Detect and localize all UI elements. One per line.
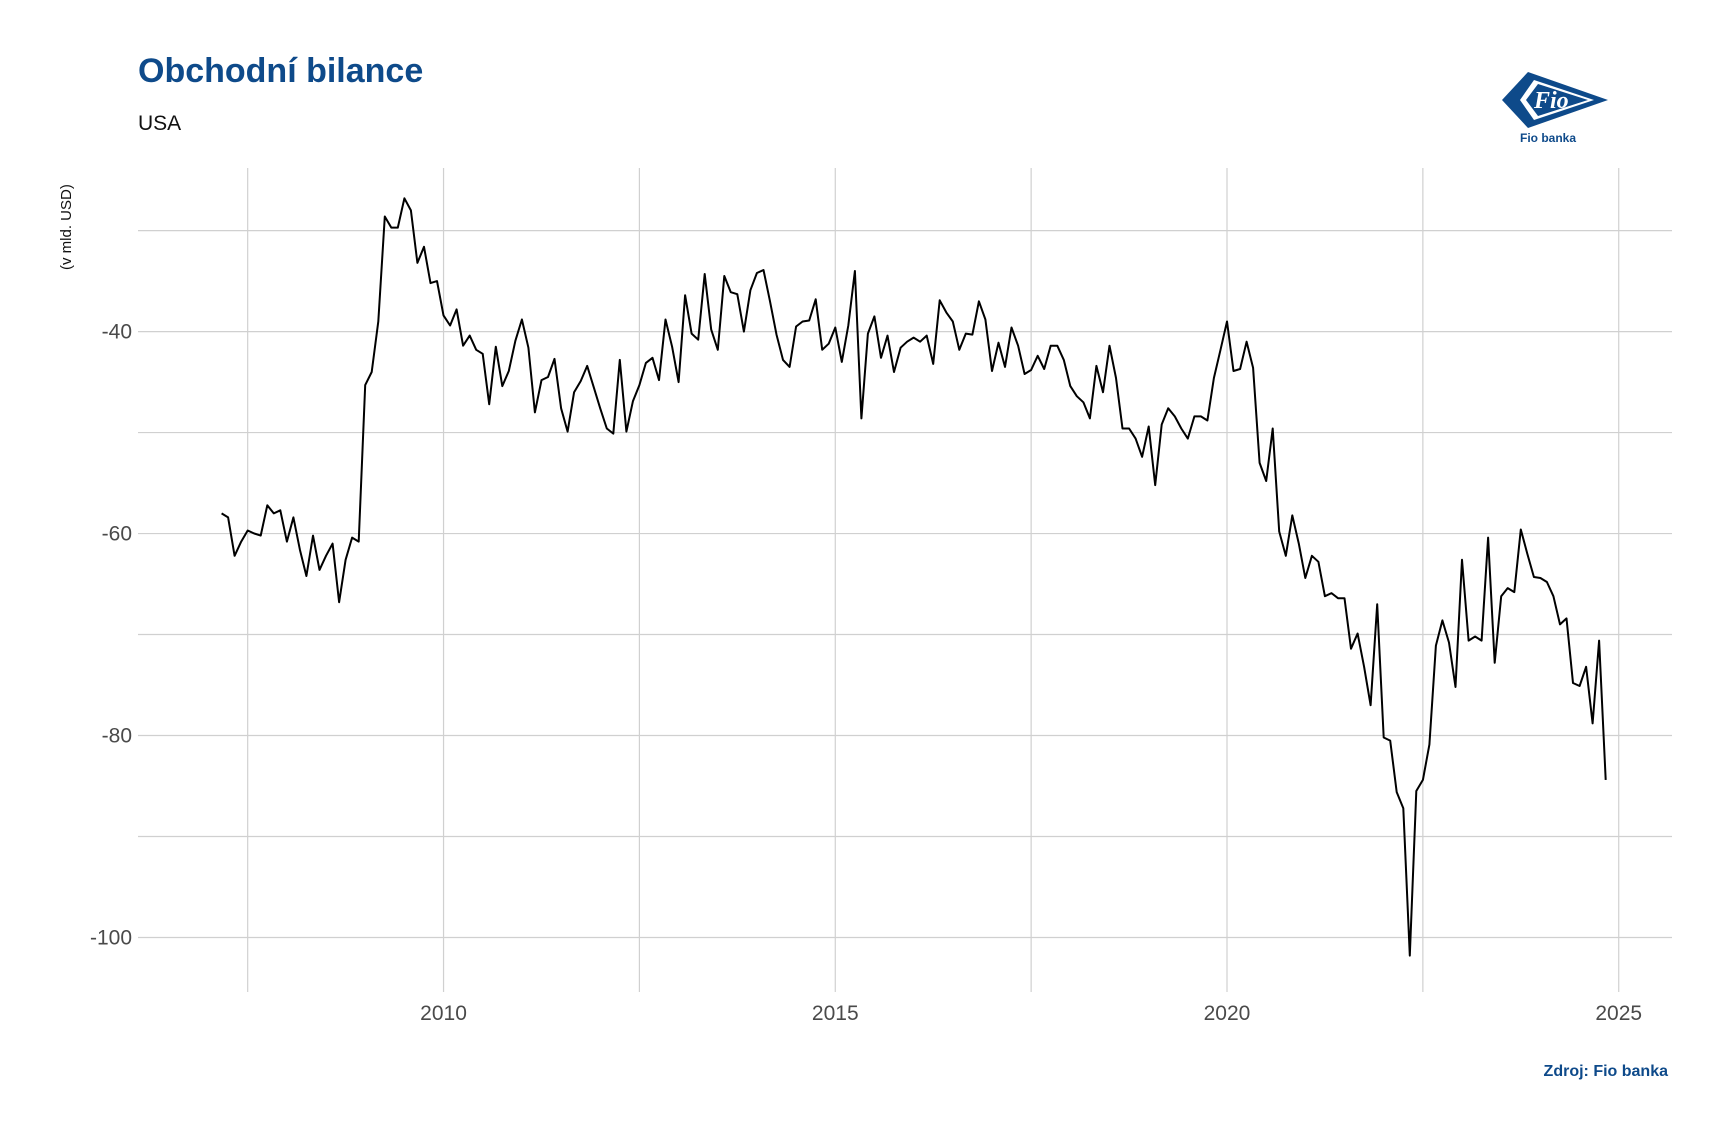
logo-kite-core — [1526, 84, 1588, 116]
grid-layer — [138, 168, 1672, 992]
trade-balance-chart: 2010 2015 2020 2025 -40 -60 -80 -100 — [90, 168, 1672, 1025]
fio-logo: Fio — [1502, 72, 1608, 128]
y-tick-label: -80 — [102, 725, 132, 748]
logo-caption: Fio banka — [1520, 131, 1577, 145]
tick-layer: 2010 2015 2020 2025 -40 -60 -80 -100 — [90, 321, 1642, 1025]
series-line-trade-balance — [221, 197, 1607, 957]
y-tick-label: -40 — [102, 321, 132, 344]
source-note: Zdroj: Fio banka — [1543, 1063, 1668, 1080]
page-subtitle: USA — [138, 112, 182, 135]
x-tick-label: 2025 — [1595, 1002, 1642, 1025]
y-tick-label: -60 — [102, 523, 132, 546]
x-tick-label: 2015 — [812, 1002, 859, 1025]
logo-mark-text: Fio — [1533, 88, 1569, 114]
x-tick-label: 2020 — [1204, 1002, 1251, 1025]
x-tick-label: 2010 — [420, 1002, 467, 1025]
y-tick-label: -100 — [90, 926, 132, 949]
page-title: Obchodní bilance — [138, 52, 424, 90]
